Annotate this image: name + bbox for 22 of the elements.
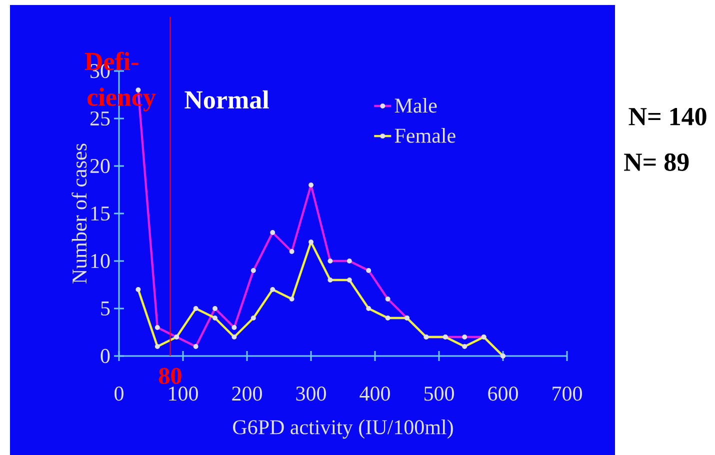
x-tick-label: 0: [114, 386, 124, 401]
text: N= 89: [624, 153, 689, 171]
annotation: Normal: [184, 90, 269, 109]
text: N= 140: [628, 108, 706, 126]
y-tick-label: 0: [100, 348, 110, 364]
y-tick-label: 15: [91, 206, 110, 221]
y-tick-label: 25: [90, 111, 110, 126]
x-axis-title: G6PD activity (IU/100ml): [233, 420, 453, 439]
x-tick-label: 300: [296, 386, 326, 401]
legend-label: Female: [394, 128, 456, 143]
x-tick-label: 200: [232, 386, 262, 401]
y-tick-label: 10: [91, 254, 110, 268]
y-tick-label: 20: [90, 158, 110, 174]
y-tick-label: 5: [101, 302, 110, 316]
y-axis-title: Number of cases: [72, 144, 87, 284]
ref-line-label: 80: [159, 368, 182, 384]
x-tick-label: 700: [552, 386, 582, 401]
x-tick-label: 400: [360, 386, 390, 401]
x-tick-label: 600: [488, 386, 518, 401]
x-tick-label: 500: [424, 386, 454, 401]
x-tick-label: 100: [169, 386, 198, 401]
legend-label: Male: [394, 98, 437, 113]
